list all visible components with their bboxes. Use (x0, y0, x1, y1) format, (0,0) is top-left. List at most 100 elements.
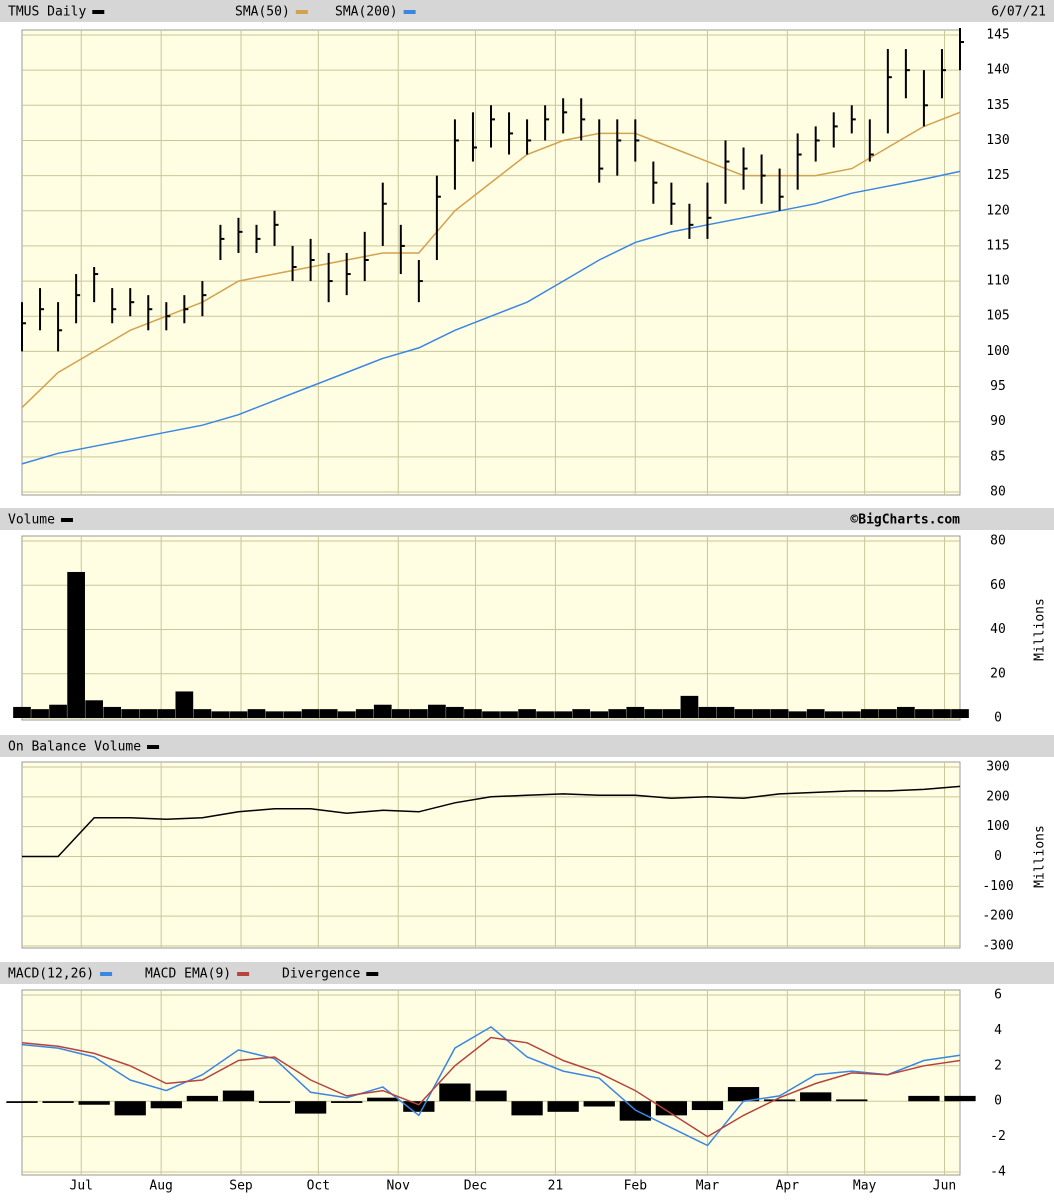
volume-bar (878, 709, 897, 718)
y-tick-label: 4 (994, 1023, 1002, 1038)
series-line (22, 785, 961, 858)
divergence-bar (186, 1095, 219, 1102)
y-tick-label: 0 (994, 849, 1002, 864)
series-line (21, 1025, 961, 1147)
panel-header (0, 508, 1054, 530)
y-tick-label: 80 (990, 485, 1006, 500)
divergence-bar (475, 1090, 507, 1102)
y-tick-label: 100 (986, 344, 1009, 359)
divergence-bar (222, 1090, 255, 1102)
x-tick-label: Feb (624, 1179, 648, 1194)
volume-bar (680, 695, 699, 718)
divergence-bar (331, 1101, 363, 1103)
panel-header (0, 962, 1054, 984)
volume-bar (391, 709, 410, 718)
divergence-bar (763, 1099, 796, 1102)
volume-bar (698, 706, 717, 718)
y-tick-label: -200 (982, 909, 1013, 924)
x-tick-label: Aug (149, 1179, 172, 1194)
volume-bar (85, 700, 104, 718)
divergence-bar (547, 1101, 579, 1112)
volume-bar (139, 709, 158, 718)
x-tick-label: Dec (464, 1179, 487, 1194)
x-tick-label: Sep (229, 1179, 253, 1194)
volume-bar (554, 711, 573, 718)
volume-bar (247, 709, 266, 718)
plot-area (21, 29, 961, 496)
divergence-bar (78, 1101, 110, 1105)
volume-bar (446, 706, 464, 718)
y-tick-label: 2 (994, 1058, 1002, 1073)
volume-bar (518, 709, 536, 718)
legend-label: SMA(50) (235, 5, 290, 20)
divergence-bar (619, 1101, 651, 1121)
y-tick-label: 105 (986, 309, 1009, 324)
volume-bar (13, 706, 31, 718)
legend-label: Divergence (282, 967, 360, 982)
date-label: 6/07/21 (991, 5, 1046, 20)
volume-bar (716, 706, 735, 718)
divergence-bar (655, 1101, 688, 1116)
divergence-bar (800, 1092, 832, 1102)
y-tick-label: 200 (986, 789, 1009, 804)
series-line (21, 111, 961, 409)
divergence-bar (114, 1101, 146, 1116)
y-tick-label: -100 (982, 879, 1013, 894)
volume-bar (915, 709, 933, 718)
volume-bar (464, 709, 482, 718)
divergence-bar (511, 1101, 543, 1116)
volume-bar (644, 709, 663, 718)
volume-bar (283, 711, 302, 718)
y-tick-label: 90 (990, 414, 1006, 429)
volume-bar (860, 709, 879, 718)
volume-bar (824, 711, 843, 718)
y-tick-label: -300 (982, 939, 1013, 954)
y-tick-label: 125 (986, 168, 1009, 183)
y-tick-label: 95 (990, 379, 1006, 394)
divergence-bar (944, 1095, 976, 1102)
volume-bar (355, 709, 374, 718)
divergence-bar (6, 1101, 38, 1103)
divergence-bar (439, 1083, 471, 1102)
divergence-bar (908, 1095, 940, 1102)
x-tick-label: Jul (70, 1179, 93, 1194)
y-tick-label: 115 (986, 238, 1009, 253)
y-tick-label: -4 (990, 1165, 1006, 1180)
y-tick-label: 85 (990, 449, 1006, 464)
series-line (21, 1036, 961, 1138)
volume-bar (482, 711, 500, 718)
volume-bar (121, 709, 140, 718)
y-tick-label: 100 (986, 819, 1009, 834)
legend-label: MACD(12,26) (8, 967, 94, 982)
y-tick-label: 40 (990, 622, 1006, 637)
legend-label: MACD EMA(9) (145, 967, 231, 982)
volume-bar (734, 709, 753, 718)
panel-header (0, 735, 1054, 757)
volume-bar (951, 709, 969, 718)
divergence-bar (150, 1101, 182, 1109)
y-axis-label: Millions (1033, 825, 1048, 888)
x-tick-label: Apr (776, 1179, 800, 1194)
x-tick-label: Jun (933, 1179, 956, 1194)
volume-bar (572, 709, 591, 718)
y-tick-label: 145 (986, 28, 1009, 43)
volume-bar (500, 711, 518, 718)
volume-bar (373, 704, 392, 718)
volume-bar (265, 711, 284, 718)
volume-bar (626, 706, 645, 718)
divergence-bar (691, 1101, 724, 1111)
divergence-bar (727, 1087, 760, 1102)
divergence-bar (42, 1101, 74, 1103)
volume-bar (608, 709, 627, 718)
volume-bar (157, 709, 176, 718)
volume-bar (897, 706, 915, 718)
y-tick-label: 80 (990, 534, 1006, 549)
volume-bar (536, 711, 554, 718)
y-tick-label: 110 (986, 274, 1009, 289)
y-tick-label: 0 (994, 1094, 1002, 1109)
y-tick-label: 120 (986, 203, 1009, 218)
legend-label: On Balance Volume (8, 740, 141, 755)
divergence-bar (583, 1101, 615, 1107)
legend-label: TMUS Daily (8, 5, 86, 20)
